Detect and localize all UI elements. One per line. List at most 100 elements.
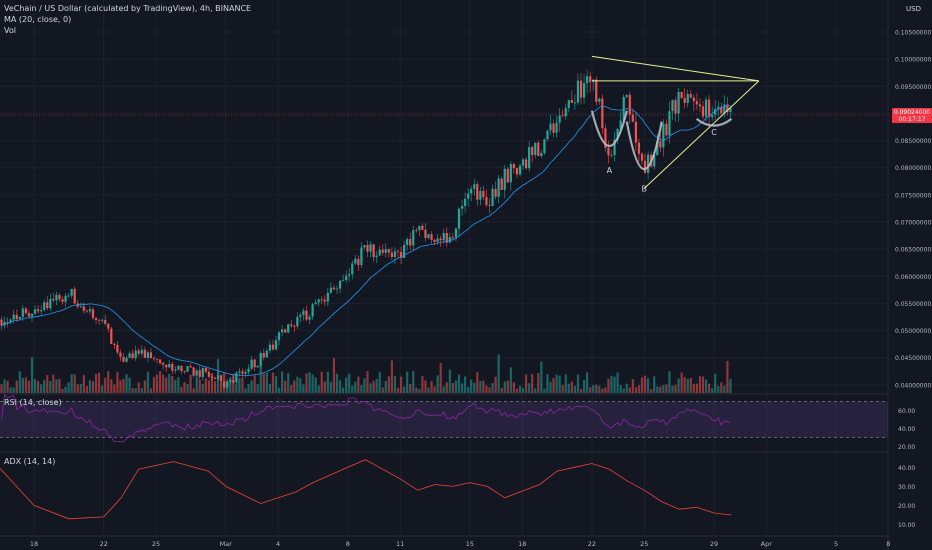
candle-body [381,249,384,253]
candle-body [509,164,512,183]
volume-bar [302,384,305,393]
time-tick-label: 25 [640,540,648,548]
volume-bar [119,380,122,393]
candle-body [573,102,576,104]
volume-bar [521,387,525,393]
candle-body [284,329,287,333]
time-tick-label: 4 [276,540,280,548]
vol-legend[interactable]: Vol [4,26,16,35]
volume-bar [579,388,583,393]
volume-bar [460,383,464,393]
rsi-tick-label: 60.00 [898,408,915,415]
volume-bar [573,385,576,393]
pattern-arc-3[interactable] [695,117,733,127]
candle-body [714,108,717,115]
candle-body [143,349,146,358]
pattern-label-c: C [711,128,717,137]
adx-tick-label: 30.00 [898,484,915,491]
volume-bar [473,382,476,393]
candle-body [723,104,726,114]
volume-bar [592,385,595,393]
volume-bar [134,388,137,393]
candle-body [256,365,259,368]
volume-bar [210,373,214,393]
candle-body [244,372,247,374]
candle-body [470,188,473,194]
last-price-tag: 0.09024000 00:17:17 [892,108,932,123]
volume-bar [625,383,628,393]
grid-lines [0,0,889,550]
candle-body [91,309,95,318]
volume-bar [180,386,183,393]
volume-bar [274,376,278,393]
trendline-3[interactable] [643,80,760,189]
rsi-legend[interactable]: RSI (14, close) [4,398,62,407]
rsi-tick-label: 40.00 [898,426,915,433]
chart-legend: VeChain / US Dollar (calculated by Tradi… [4,3,251,36]
trendline-1[interactable] [591,55,759,82]
candle-body [503,168,506,190]
candle-body [531,147,534,155]
volume-bar [287,373,290,393]
volume-bar [415,387,418,393]
candle-body [488,205,491,206]
candle-body [708,99,711,118]
pattern-arc-1[interactable] [590,110,628,147]
candle-body [162,363,165,365]
candle-body [582,83,586,98]
candle-body [192,367,195,376]
volume-bar [85,385,88,393]
volume-bar [555,374,558,393]
volume-bar [412,371,415,393]
volume-bar [717,386,720,393]
pattern-arc-2[interactable] [625,121,663,171]
volume-bar [198,379,201,393]
candle-body [457,208,461,229]
volume-bar [467,386,470,393]
volume-bar [406,371,409,393]
candle-body [628,94,631,115]
pattern-drawings[interactable]: A B C [0,55,888,194]
volume-bar [656,386,659,393]
volume-bar [58,378,61,393]
volume-bar [442,386,445,393]
candle-body [634,121,637,143]
volume-bar [305,373,308,393]
volume-bar [201,383,204,393]
candle-body [152,358,156,360]
volume-bar [409,384,412,393]
volume-bar [18,371,21,393]
candle-body [134,350,137,359]
volume-bar [296,376,299,393]
ma-legend[interactable]: MA (20, close, 0) [4,15,72,24]
candle-body [274,340,278,350]
volume-bar [192,388,195,393]
volume-bar [686,378,689,393]
volume-bar [329,381,332,393]
volume-bar [104,377,107,393]
candle-body [515,167,519,175]
volume-bar [277,387,281,393]
candle-body [579,80,583,98]
candle-body [15,314,18,320]
volume-bar [3,379,6,393]
candle-body [598,98,601,102]
volume-bar [375,378,378,393]
candle-body [332,287,336,290]
candle-body [399,251,403,258]
volume-bar [421,376,424,393]
candle-body [213,377,217,379]
candle-body [85,310,88,312]
candle-body [485,197,488,206]
price-tick-label: 0.09500000 [895,84,931,91]
symbol-title[interactable]: VeChain / US Dollar (calculated by Tradi… [4,4,252,13]
volume-bar [439,362,442,393]
volume-bar [91,381,95,393]
candle-body [567,99,570,109]
adx-legend[interactable]: ADX (14, 14) [4,457,56,466]
candle-body [49,298,52,309]
last-price-countdown: 00:17:17 [898,116,926,123]
currency-label[interactable]: USD [906,5,921,13]
volume-bar [186,384,189,393]
